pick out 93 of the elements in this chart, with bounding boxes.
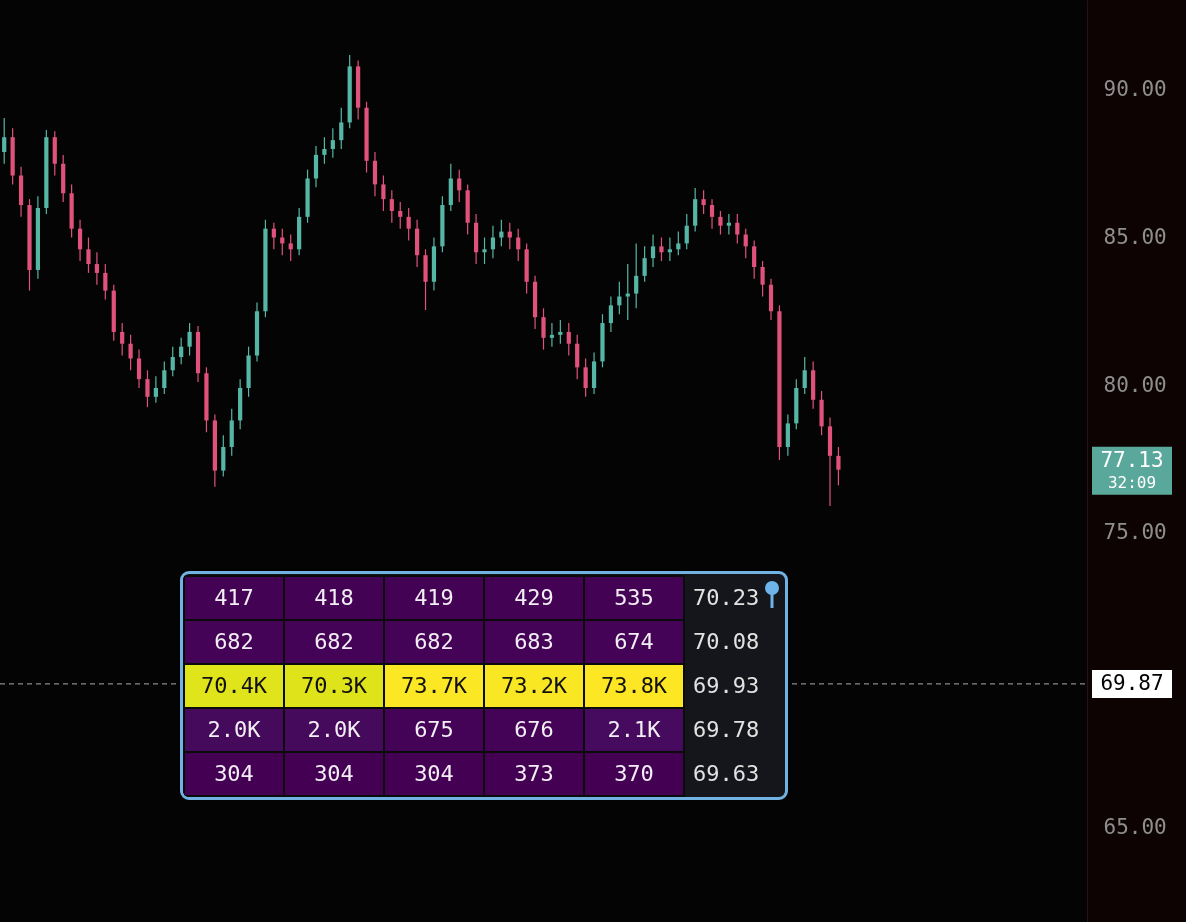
y2-tick-label: 69.78 [693, 717, 760, 742]
data-label: 417 [214, 585, 254, 610]
data-label: 419 [414, 585, 454, 610]
data-label: 682 [314, 629, 354, 654]
ref-line-label: 69.87 [1100, 670, 1164, 695]
candlestick [153, 375, 158, 404]
candlestick [625, 263, 630, 321]
data-label: 304 [414, 761, 454, 786]
data-label: 304 [314, 761, 354, 786]
candlestick [541, 307, 546, 351]
candlestick [684, 213, 689, 250]
data-label: 370 [614, 761, 654, 786]
candlestick [507, 222, 512, 250]
candlestick [136, 349, 142, 389]
candlestick [187, 322, 192, 357]
candlestick [381, 174, 386, 212]
candlestick [676, 231, 681, 256]
candlestick [701, 189, 706, 215]
candlestick [179, 337, 184, 365]
candlestick [735, 213, 740, 245]
data-label: 2.0K [307, 717, 362, 742]
data-label: 73.7K [400, 673, 468, 698]
candlestick [836, 446, 841, 486]
candlestick [94, 251, 100, 286]
candlestick [271, 222, 276, 250]
candlestick [162, 360, 167, 395]
data-label: 683 [514, 629, 554, 654]
data-label: 70.4K [200, 673, 268, 698]
data-label: 70.3K [300, 673, 368, 698]
candlestick [752, 239, 757, 280]
data-label: 675 [414, 717, 454, 742]
candlestick [667, 236, 672, 262]
candlestick [802, 356, 807, 395]
candlestick [650, 233, 656, 268]
y2-tick-label: 70.23 [693, 585, 760, 610]
candlestick [103, 263, 108, 301]
candlestick [120, 322, 125, 357]
candlestick [170, 346, 175, 377]
y-tick-label: 75.00 [1103, 520, 1167, 545]
candlestick [145, 369, 150, 408]
candlestick [313, 145, 319, 188]
candlestick [406, 207, 411, 242]
candlestick [77, 219, 83, 262]
candlestick [322, 136, 327, 165]
data-label: 676 [514, 717, 554, 742]
candlestick [389, 189, 394, 224]
candlestick [549, 322, 555, 348]
candlestick [558, 319, 563, 345]
y-tick-label: 80.00 [1103, 372, 1167, 397]
data-label: 73.2K [500, 673, 568, 698]
candlestick [726, 213, 731, 236]
candlestick [634, 242, 639, 309]
candlestick [575, 334, 580, 380]
text: 77.13 [1100, 447, 1164, 472]
y2-tick-label: 69.93 [693, 673, 760, 698]
candlestick [499, 219, 504, 247]
candlestick [330, 127, 335, 159]
data-label: 2.1K [607, 717, 662, 742]
data-label: 682 [214, 629, 254, 654]
candlestick [785, 413, 790, 457]
y-tick-label: 85.00 [1103, 225, 1167, 250]
candlestick [221, 434, 226, 478]
candlestick [709, 198, 715, 230]
candlestick [398, 201, 403, 230]
data-label: 2.0K [207, 717, 262, 742]
candlestick [659, 236, 664, 262]
data-label: 682 [414, 629, 454, 654]
data-label: 373 [514, 761, 554, 786]
candlestick [372, 151, 378, 197]
candlestick [642, 245, 647, 283]
candlestick [608, 295, 614, 333]
data-label: 304 [214, 761, 254, 786]
y-tick-label: 65.00 [1103, 815, 1167, 840]
candlestick [457, 169, 462, 203]
data-label: 429 [514, 585, 554, 610]
candlestick [2, 117, 7, 165]
candlestick [339, 107, 344, 150]
candlestick [288, 233, 293, 262]
candlestick [482, 236, 487, 265]
data-label: 418 [314, 585, 354, 610]
y-tick-label: 90.00 [1103, 77, 1167, 102]
text: 32:09 [1107, 472, 1157, 492]
data-label: 674 [614, 629, 654, 654]
candlestick [760, 260, 765, 298]
candlestick [566, 322, 571, 357]
candlestick [583, 357, 588, 398]
candlestick [718, 210, 723, 236]
candlestick [128, 334, 133, 371]
y2-tick-label: 70.08 [693, 629, 760, 654]
candlestick [86, 236, 91, 274]
y2-tick-label: 69.63 [693, 761, 760, 786]
data-label: 535 [614, 585, 654, 610]
data-label: 73.8K [600, 673, 668, 698]
